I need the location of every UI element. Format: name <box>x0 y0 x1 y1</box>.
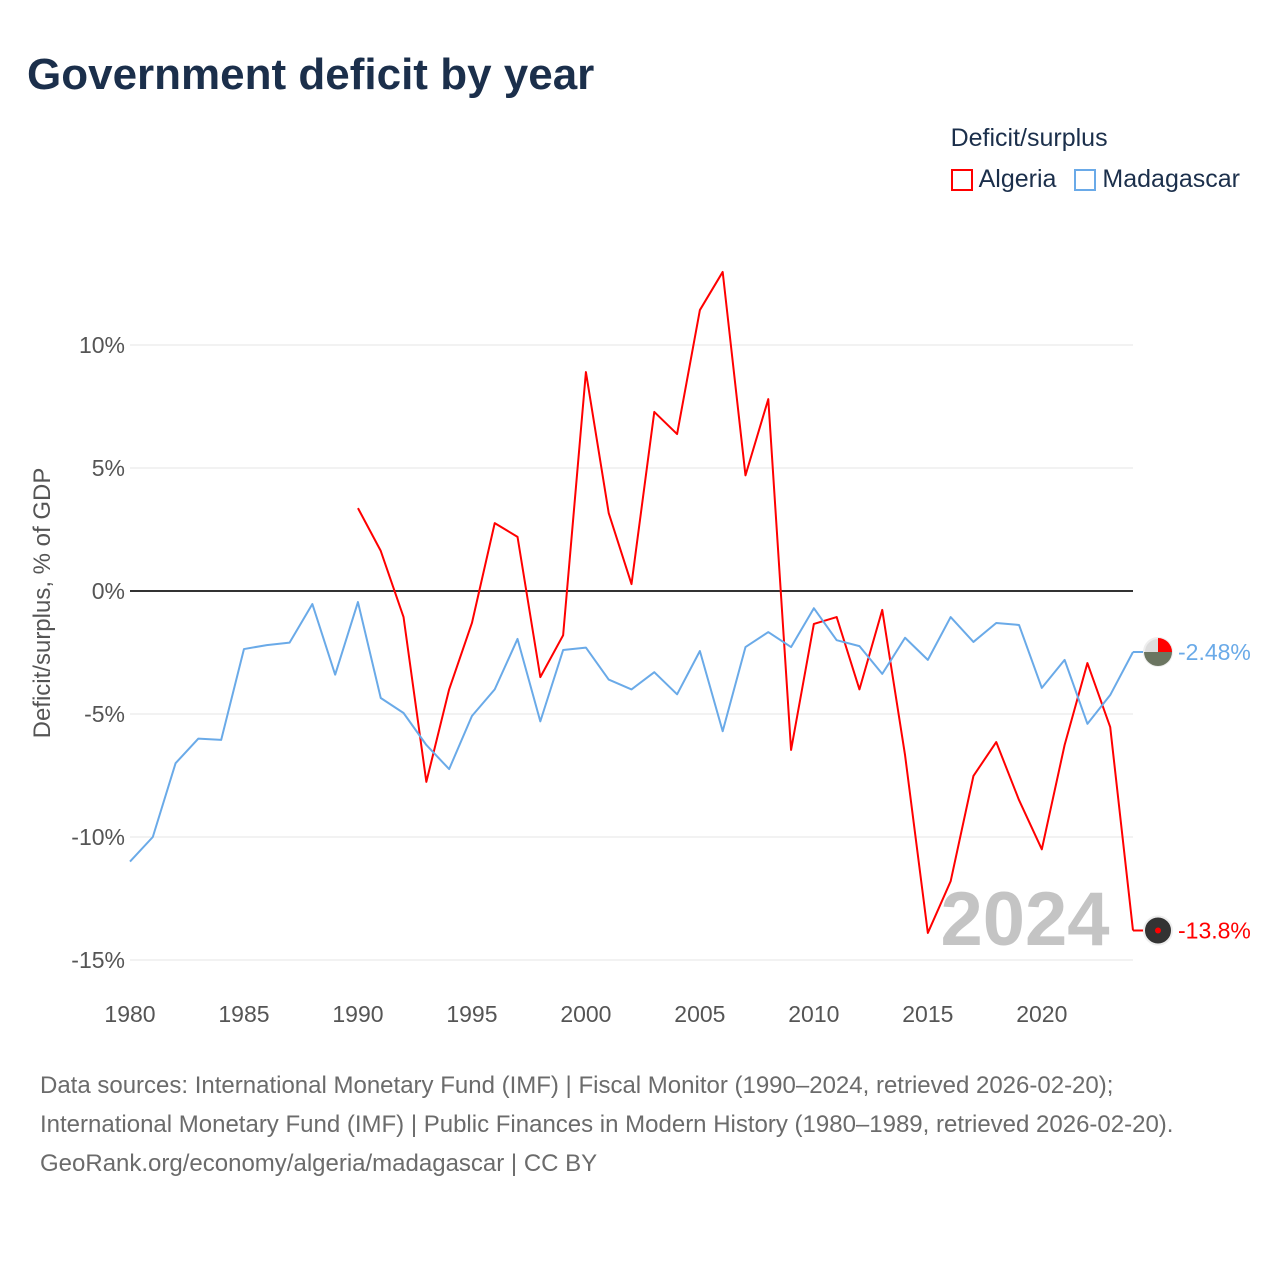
x-tick-label: 2015 <box>902 1001 953 1027</box>
line-chart: 10% 5% 0% -5% -10% -15% 1980 1985 1990 1995 2000 20… <box>29 270 1251 1027</box>
legend: Deficit/surplus Algeria Madagascar <box>950 124 1240 194</box>
series-line-algeria <box>357 270 1134 934</box>
legend-swatch-madagascar <box>1074 168 1097 191</box>
footer: Data sources: International Monetary Fun… <box>40 1066 1240 1183</box>
legend-item-madagascar[interactable]: Madagascar <box>1074 165 1240 194</box>
flag-icon-part <box>1155 927 1161 934</box>
legend-label: Algeria <box>978 165 1057 193</box>
y-tick-label: 5% <box>92 455 125 481</box>
x-tick-label: 1990 <box>332 1001 383 1027</box>
data-sources: Data sources: International Monetary Fun… <box>40 1072 1174 1138</box>
legend-label: Madagascar <box>1102 165 1240 193</box>
flag-icon-part <box>1158 638 1172 653</box>
flag-icon-part <box>1144 652 1158 667</box>
x-tick-label: 2020 <box>1016 1001 1067 1027</box>
flag-icon-part <box>1158 652 1172 667</box>
y-tick-label: -5% <box>84 701 125 727</box>
x-tick-label: 2005 <box>674 1001 725 1027</box>
y-tick-label: -15% <box>71 947 125 973</box>
legend-item-algeria[interactable]: Algeria <box>950 165 1057 194</box>
series-line-madagascar <box>129 601 1134 863</box>
x-tick-label: 1985 <box>218 1001 269 1027</box>
legend-title: Deficit/surplus <box>950 124 1108 152</box>
y-tick-label: -10% <box>71 824 125 850</box>
x-tick-label: 2000 <box>560 1001 611 1027</box>
end-value-label-algeria: -13.8% <box>1178 917 1251 943</box>
legend-swatch-algeria <box>950 168 973 191</box>
end-value-label-madagascar: -2.48% <box>1178 639 1251 665</box>
x-tick-label: 2010 <box>788 1001 839 1027</box>
credit-link[interactable]: GeoRank.org/economy/algeria/madagascar |… <box>40 1150 598 1177</box>
chart-title: Government deficit by year <box>27 50 595 99</box>
year-watermark: 2024 <box>940 877 1109 962</box>
x-tick-label: 1995 <box>446 1001 497 1027</box>
y-axis-label: Deficit/surplus, % of GDP <box>29 468 56 739</box>
x-tick-label: 1980 <box>104 1001 155 1027</box>
y-tick-label: 0% <box>92 578 125 604</box>
y-tick-label: 10% <box>79 332 125 358</box>
